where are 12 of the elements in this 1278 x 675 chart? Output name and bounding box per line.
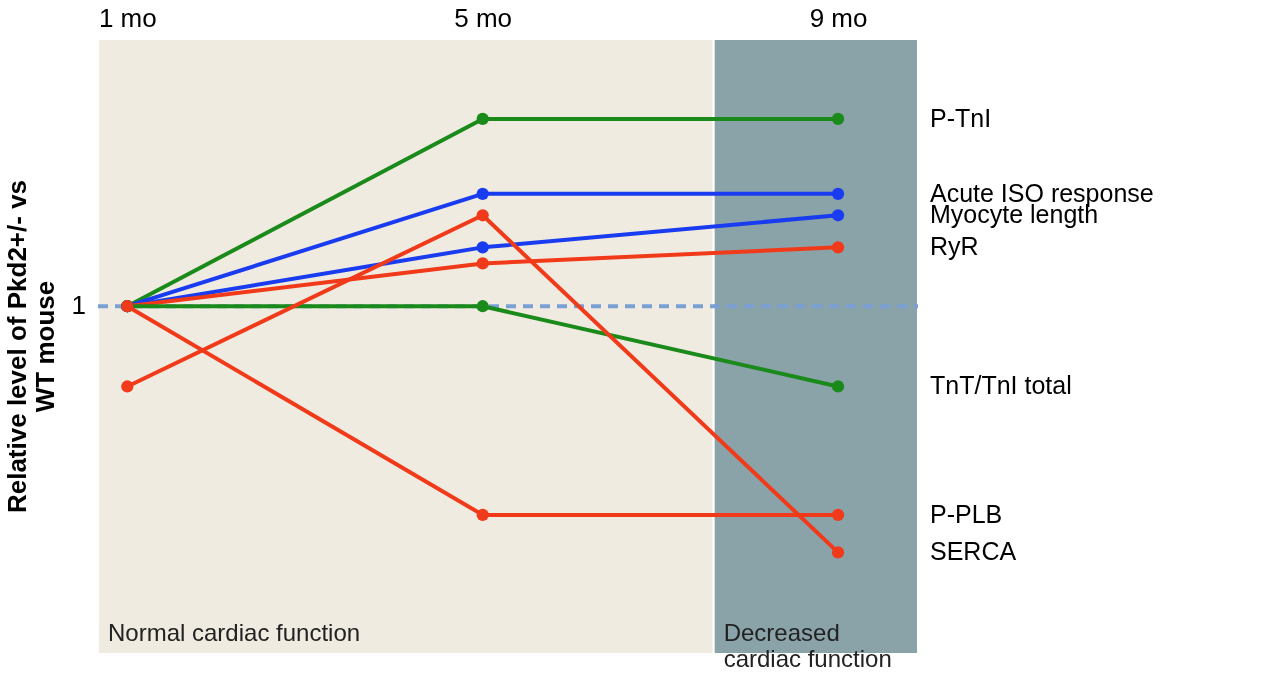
x-tick-label: 1 mo [98, 2, 157, 33]
ref-line-label: 1 [71, 290, 86, 321]
band-label: Normal cardiac function [108, 619, 361, 646]
text: P-TnI [930, 103, 992, 132]
y-axis-title: Relative level of Pkd2+/- vs WT mouse [2, 179, 60, 514]
text: TnT/TnI total [930, 371, 1072, 400]
text: RyR [930, 232, 979, 261]
x-tick-label: 9 mo [809, 2, 868, 33]
text: P-PLB [930, 499, 1003, 528]
band-label: Decreased cardiac function [723, 619, 892, 672]
x-tick-label: 5 mo [454, 2, 513, 33]
text: SERCA [930, 537, 1017, 566]
